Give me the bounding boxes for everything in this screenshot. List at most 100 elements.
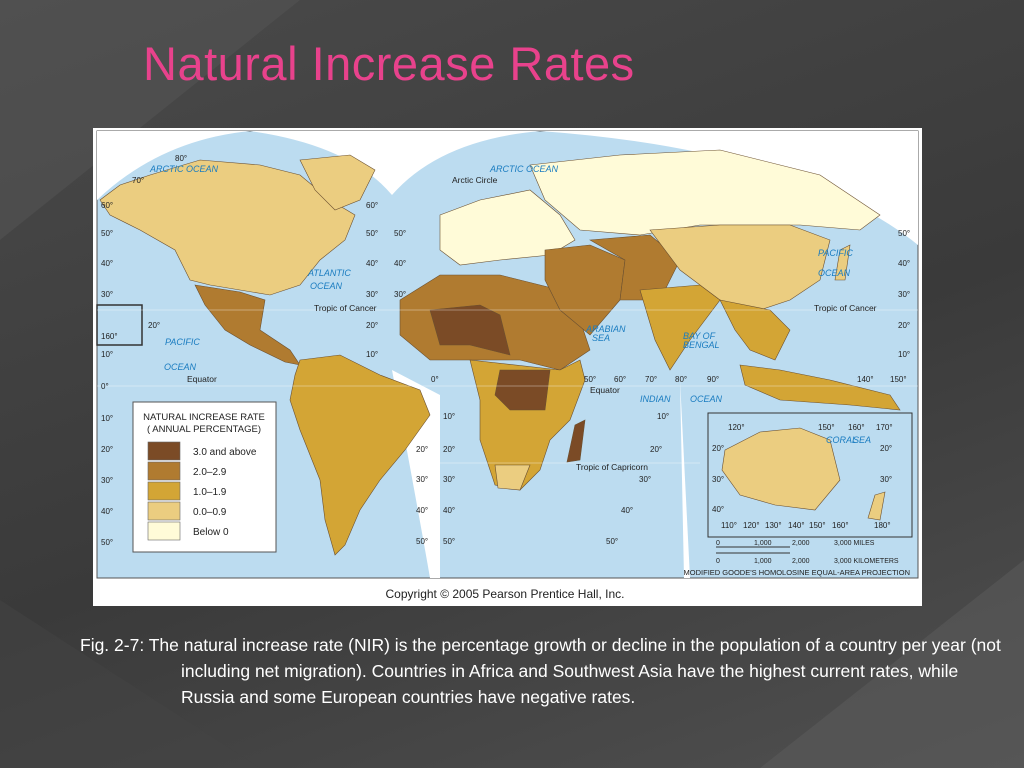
graticule-label: 30° (443, 475, 455, 484)
map-label: Tropic of Cancer (814, 303, 877, 313)
graticule-label: 50° (443, 537, 455, 546)
legend-swatch (147, 441, 181, 461)
graticule-label: 50° (606, 537, 618, 546)
graticule-label: 140° (788, 521, 805, 530)
land (544, 244, 626, 336)
graticule-label: 20° (101, 445, 113, 454)
graticule-label: 30° (416, 475, 428, 484)
graticule-label: 30° (394, 290, 406, 299)
graticule-label: 20° (712, 444, 724, 453)
land (721, 427, 841, 511)
map-label: CORAL (826, 435, 857, 445)
graticule-label: 40° (621, 506, 633, 515)
graticule-label: 10° (101, 350, 113, 359)
graticule-label: 50° (101, 538, 113, 547)
map-label: OCEAN (310, 281, 343, 291)
graticule-label: 40° (898, 259, 910, 268)
map-label: ARCTIC OCEAN (149, 164, 219, 174)
map-label: INDIAN (640, 394, 671, 404)
land (529, 149, 881, 236)
legend-title: NATURAL INCREASE RATE (143, 412, 265, 423)
legend-label: Below 0 (193, 527, 229, 538)
graticule-label: 30° (101, 290, 113, 299)
scale-label: 0 (716, 540, 720, 547)
land (494, 369, 551, 411)
graticule-label: 120° (728, 423, 745, 432)
graticule-label: 60° (366, 201, 378, 210)
graticule-label: 20° (148, 321, 160, 330)
map-label: BENGAL (683, 340, 720, 350)
graticule-label: 60° (101, 201, 113, 210)
graticule-label: 50° (584, 375, 596, 384)
land (649, 224, 831, 311)
graticule-label: 70° (645, 375, 657, 384)
map-label: Equator (187, 374, 217, 384)
graticule-label: 40° (366, 259, 378, 268)
land (99, 159, 356, 296)
projection-note: MODIFIED GOODE'S HOMOLOSINE EQUAL-AREA P… (684, 568, 910, 577)
map-label: SEA (853, 435, 871, 445)
map-label: BAY OF (683, 331, 716, 341)
graticule-label: 30° (880, 475, 892, 484)
land (494, 464, 531, 491)
map-label: OCEAN (164, 362, 197, 372)
slide-title: Natural Increase Rates (143, 37, 635, 90)
graticule-label: 50° (416, 537, 428, 546)
map-label: ARCTIC OCEAN (489, 164, 559, 174)
graticule-label: 40° (416, 506, 428, 515)
graticule-label: 30° (712, 475, 724, 484)
graticule-label: 20° (650, 445, 662, 454)
graticule-label: 160° (832, 521, 849, 530)
graticule-label: 50° (898, 229, 910, 238)
map-label: OCEAN (690, 394, 723, 404)
graticule-label: 20° (416, 445, 428, 454)
scale-label: 2,000 (792, 558, 810, 565)
map-label: Equator (590, 385, 620, 395)
graticule-label: 170° (876, 423, 893, 432)
graticule-label: 150° (890, 375, 907, 384)
legend-label: 0.0–0.9 (193, 507, 227, 518)
legend-label: 3.0 and above (193, 447, 257, 458)
graticule-label: 60° (614, 375, 626, 384)
land (289, 354, 431, 556)
graticule-label: 10° (657, 412, 669, 421)
graticule-label: 160° (101, 332, 118, 341)
scale-label: 2,000 (792, 540, 810, 547)
graticule-label: 20° (443, 445, 455, 454)
caption: Fig. 2-7: The natural increase rate (NIR… (80, 635, 1001, 707)
land (834, 244, 851, 281)
graticule-label: 40° (712, 505, 724, 514)
map-label: PACIFIC (818, 248, 853, 258)
map-label: SEA (592, 333, 610, 343)
graticule-label: 50° (101, 229, 113, 238)
graticule-label: 30° (101, 476, 113, 485)
scale-label: 1,000 (754, 558, 772, 565)
map-label: ATLANTIC (307, 268, 351, 278)
graticule-label: 50° (394, 229, 406, 238)
graticule-label: 150° (818, 423, 835, 432)
scale-label: 3,000 KILOMETERS (834, 558, 899, 565)
graticule-label: 40° (394, 259, 406, 268)
legend-swatch (147, 501, 181, 521)
graticule-label: 10° (366, 350, 378, 359)
graticule-label: 120° (743, 521, 760, 530)
land (439, 189, 576, 266)
land (739, 364, 901, 411)
legend-label: 2.0–2.9 (193, 467, 227, 478)
graticule-label: 10° (101, 414, 113, 423)
legend-swatch (147, 521, 181, 541)
map-label: Tropic of Cancer (314, 303, 377, 313)
graticule-label: 20° (898, 321, 910, 330)
map-label: ARABIAN (585, 324, 626, 334)
land (867, 491, 886, 521)
graticule-label: 0° (431, 375, 439, 384)
graticule-label: 160° (848, 423, 865, 432)
graticule-label: 40° (101, 259, 113, 268)
graticule-label: 40° (101, 507, 113, 516)
graticule-label: 80° (675, 375, 687, 384)
land (299, 154, 376, 211)
graticule-label: 130° (765, 521, 782, 530)
land (429, 304, 511, 356)
